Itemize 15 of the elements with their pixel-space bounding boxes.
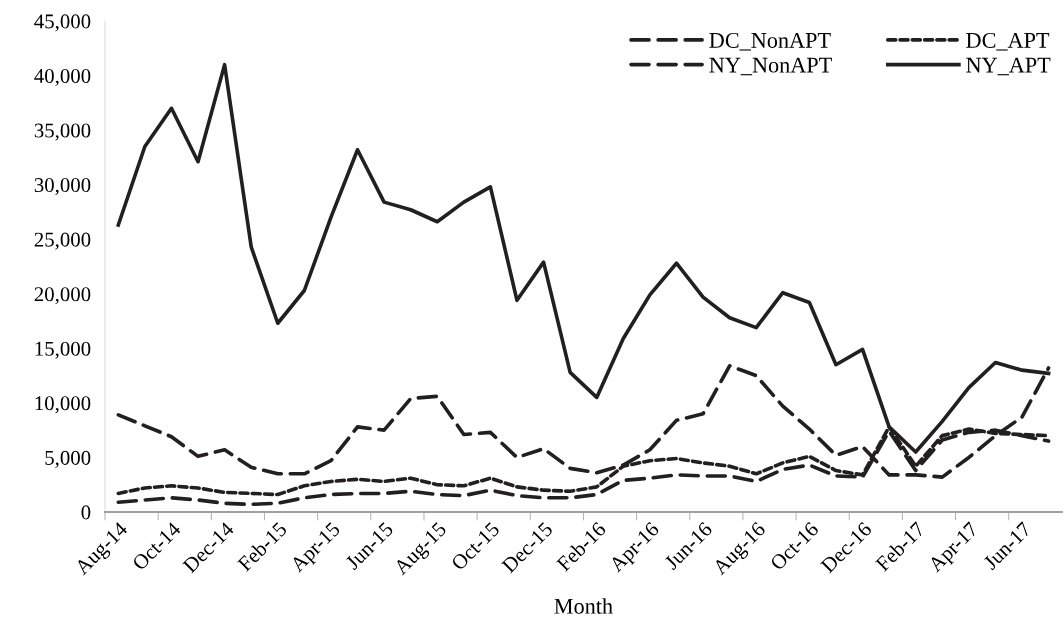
y-tick-label: 0 [81,505,91,520]
y-tick-label: 5,000 [45,450,91,468]
y-tick-label: 20,000 [34,287,91,305]
legend-label: DC_NonAPT [709,32,831,51]
y-tick-label: 25,000 [34,232,91,250]
y-tick-label: 10,000 [35,396,91,414]
y-tick-label: 15,000 [35,341,91,359]
legend-label: NY_NonAPT [709,57,832,76]
legend-label: DC_APT [966,32,1050,51]
y-tick-label: 45,000 [34,14,91,32]
y-tick-label: 30,000 [34,178,91,196]
legend-label: NY_APT [966,57,1051,76]
x-axis-title: Month [554,598,613,614]
y-tick-label: 40,000 [34,68,91,86]
y-tick-label: 35,000 [34,123,91,141]
